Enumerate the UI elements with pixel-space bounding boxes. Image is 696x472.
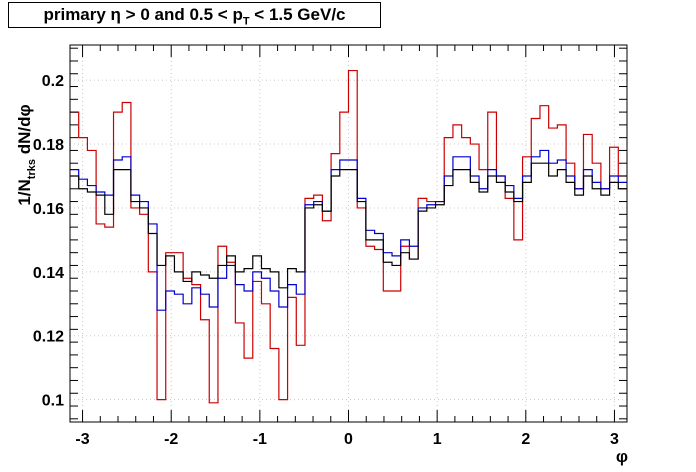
title-tail: < 1.5 GeV/c — [249, 5, 346, 24]
series-layer — [70, 69, 627, 404]
x-tick-label: -3 — [75, 431, 89, 448]
y-axis-title: 1/Ntrks dN/dφ — [15, 104, 38, 205]
y-tick-label: 0.2 — [42, 73, 64, 90]
y-tick-label: 0.12 — [33, 329, 64, 346]
y-axis-title-subscript: trks — [26, 159, 38, 179]
tick-labels: -3 -2 -1 0 1 2 3 0.1 0.12 0.14 0.16 0.18 0.2 — [33, 73, 619, 448]
x-tick-label: 3 — [610, 431, 619, 448]
y-axis-title-prefix: 1/N — [15, 179, 34, 205]
x-tick-label: 0 — [344, 431, 353, 448]
y-axis-title-suffix: dN/dφ — [15, 104, 34, 159]
chart-title-box: primary η > 0 and 0.5 < pT < 1.5 GeV/c — [8, 2, 381, 28]
y-tick-label: 0.16 — [33, 201, 64, 218]
y-tick-label: 0.1 — [42, 393, 64, 410]
grid — [70, 45, 627, 422]
title-main: primary η > 0 and 0.5 < p — [43, 5, 243, 24]
ticks — [70, 45, 627, 422]
histogram-series-line — [70, 149, 627, 311]
y-tick-label: 0.14 — [33, 265, 64, 282]
x-tick-label: 2 — [521, 431, 530, 448]
x-tick-label: 1 — [433, 431, 442, 448]
histogram-series-line — [70, 69, 627, 404]
x-axis-title: φ — [616, 447, 628, 466]
histogram-series-line — [70, 162, 627, 289]
chart-title: primary η > 0 and 0.5 < pT < 1.5 GeV/c — [9, 5, 380, 27]
x-tick-label: -1 — [253, 431, 267, 448]
x-tick-label: -2 — [164, 431, 178, 448]
y-tick-label: 0.18 — [33, 137, 64, 154]
title-subscript: T — [242, 15, 250, 28]
